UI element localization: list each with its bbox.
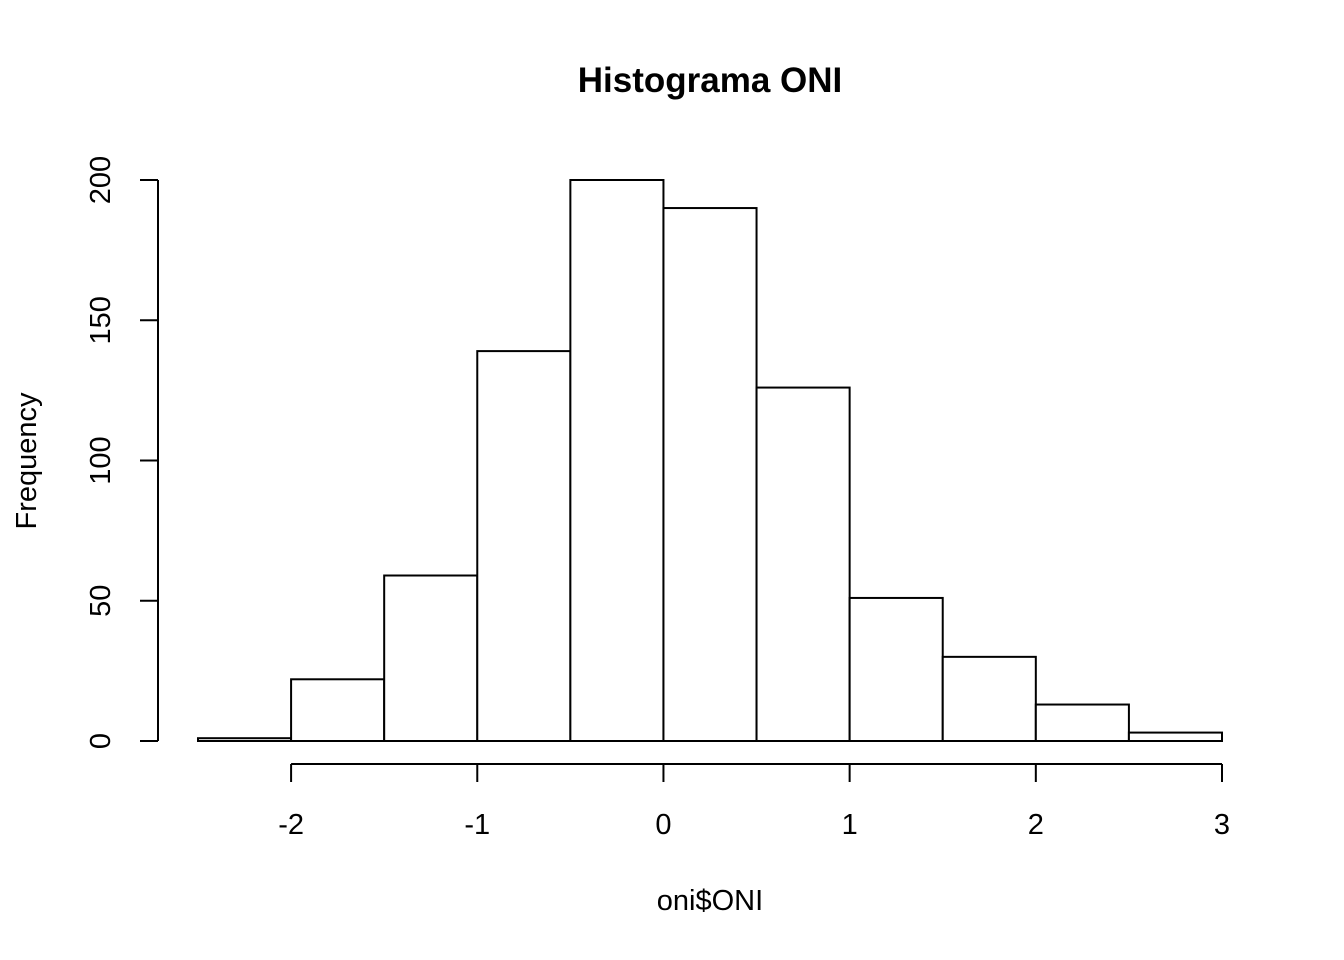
histogram-bar [1127, 731, 1223, 743]
histogram-bar [569, 179, 665, 742]
y-tick-label: 150 [85, 296, 117, 344]
x-tick-label: -2 [278, 809, 304, 841]
x-axis-title: oni$ONI [657, 885, 763, 917]
y-axis: 0 50 100 150 200 [85, 156, 159, 749]
chart-title: Histograma ONI [578, 61, 843, 100]
y-tick-label: 200 [85, 156, 117, 204]
x-tick-label: -1 [464, 809, 490, 841]
x-tick-label: 1 [842, 809, 858, 841]
y-axis-title: Frequency [11, 392, 43, 530]
bars-group [197, 179, 1223, 743]
histogram-bar [848, 596, 944, 742]
histogram-bar [755, 386, 851, 742]
x-axis: -2 -1 0 1 2 3 [278, 763, 1230, 841]
x-tick-label: 0 [655, 809, 671, 841]
histogram-bar [290, 678, 386, 742]
histogram-bar [1034, 703, 1130, 742]
x-tick-label: 2 [1028, 809, 1044, 841]
histogram-bar [476, 350, 572, 742]
y-tick-label: 100 [85, 436, 117, 484]
y-tick-label: 0 [85, 733, 117, 749]
histogram-bar [197, 737, 293, 743]
histogram-bar [662, 207, 758, 743]
x-tick-label: 3 [1214, 809, 1230, 841]
histogram-bar [383, 574, 479, 742]
y-tick-label: 50 [85, 585, 117, 617]
histogram-bar [941, 655, 1037, 742]
